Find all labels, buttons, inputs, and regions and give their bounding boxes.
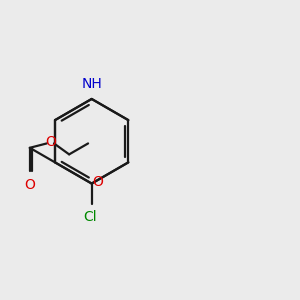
Text: O: O bbox=[45, 135, 56, 149]
Text: Cl: Cl bbox=[83, 210, 97, 224]
Text: NH: NH bbox=[81, 77, 102, 91]
Text: O: O bbox=[24, 178, 35, 192]
Text: O: O bbox=[93, 175, 104, 189]
